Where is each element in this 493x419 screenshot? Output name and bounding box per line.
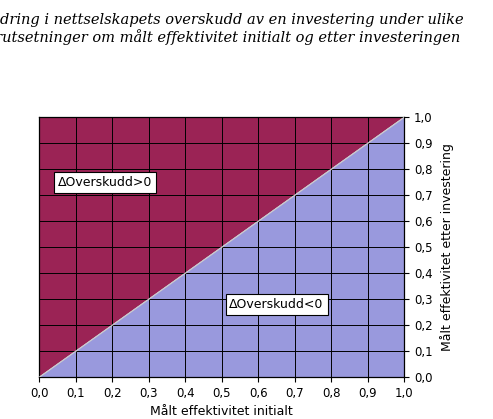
Polygon shape [39, 117, 404, 377]
Text: ΔOverskudd<0: ΔOverskudd<0 [229, 298, 324, 311]
Polygon shape [39, 117, 404, 377]
X-axis label: Målt effektivitet initialt: Målt effektivitet initialt [150, 405, 293, 419]
Y-axis label: Målt effektivitet etter investering: Målt effektivitet etter investering [440, 143, 454, 351]
Text: ΔOverskudd>0: ΔOverskudd>0 [58, 176, 152, 189]
Text: Endring i nettselskapets overskudd av en investering under ulike
forutsetninger : Endring i nettselskapets overskudd av en… [0, 13, 463, 45]
